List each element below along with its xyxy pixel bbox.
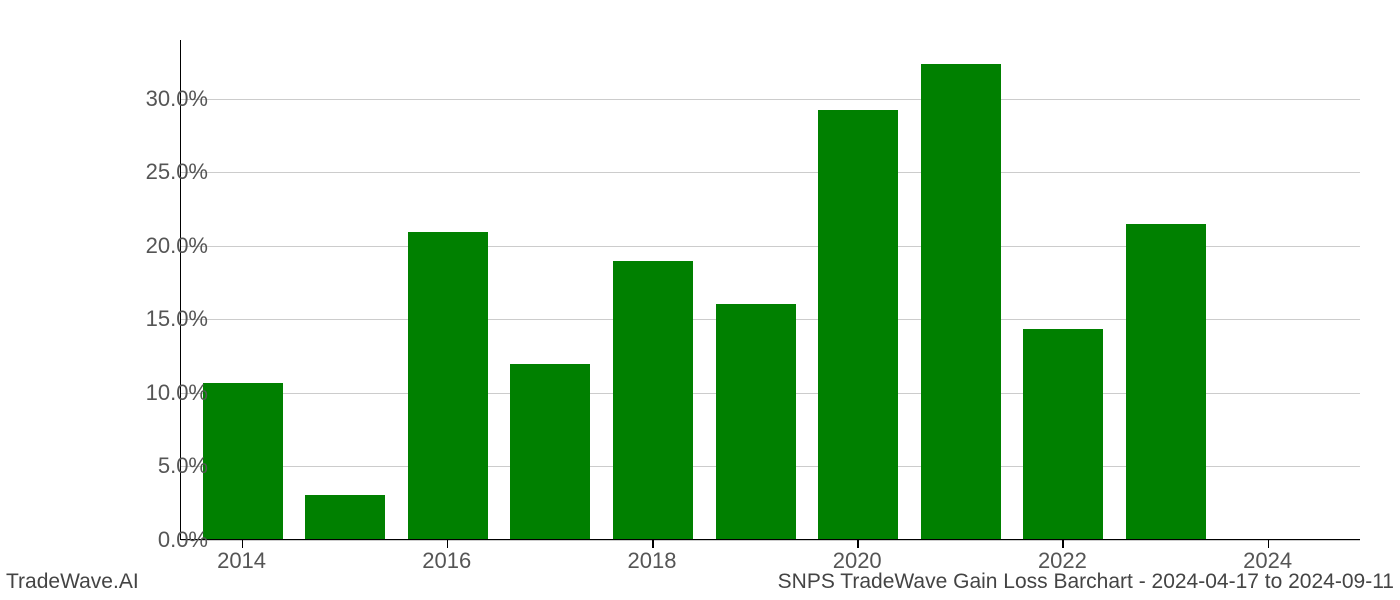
xtick-label: 2016 [422, 548, 471, 574]
xtick-mark [242, 540, 244, 548]
ytick-label: 10.0% [108, 380, 208, 406]
ytick-label: 20.0% [108, 233, 208, 259]
ytick-label: 30.0% [108, 86, 208, 112]
ytick-label: 25.0% [108, 159, 208, 185]
gridline [181, 99, 1360, 100]
chart-container [180, 40, 1360, 540]
ytick-label: 0.0% [108, 527, 208, 553]
xtick-mark [857, 540, 859, 548]
xtick-label: 2018 [628, 548, 677, 574]
xtick-mark [447, 540, 449, 548]
xtick-mark [1062, 540, 1064, 548]
footer-left-text: TradeWave.AI [6, 570, 139, 594]
bar [921, 64, 1001, 539]
bar [510, 364, 590, 539]
bar [203, 383, 283, 539]
ytick-label: 5.0% [108, 453, 208, 479]
bar [1023, 329, 1103, 539]
bar [305, 495, 385, 539]
ytick-label: 15.0% [108, 306, 208, 332]
xtick-label: 2014 [217, 548, 266, 574]
xtick-label: 2024 [1243, 548, 1292, 574]
gridline [181, 540, 1360, 541]
bar [1126, 224, 1206, 539]
xtick-label: 2020 [833, 548, 882, 574]
bar [408, 232, 488, 539]
bar [818, 110, 898, 539]
gridline [181, 172, 1360, 173]
xtick-mark [1268, 540, 1270, 548]
xtick-mark [652, 540, 654, 548]
bar [613, 261, 693, 539]
plot-area [180, 40, 1360, 540]
bar [716, 304, 796, 539]
xtick-label: 2022 [1038, 548, 1087, 574]
